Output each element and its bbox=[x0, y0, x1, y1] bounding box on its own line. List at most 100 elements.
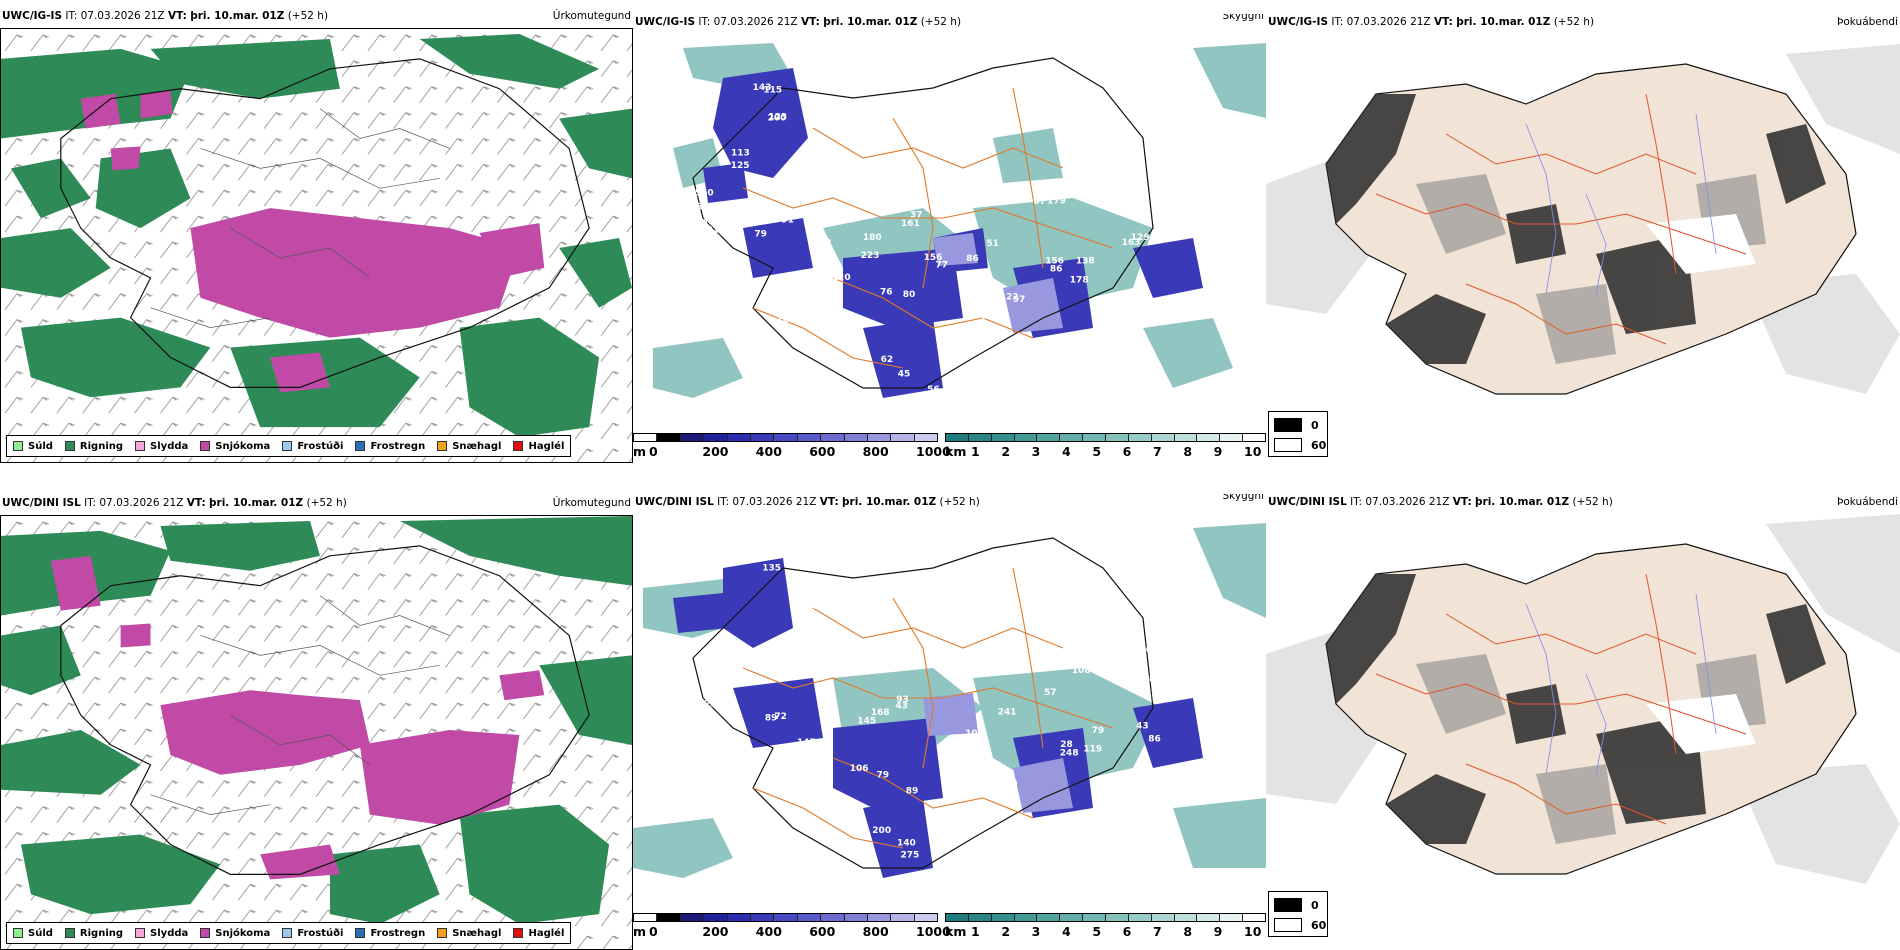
panel-title: Skyggni bbox=[1222, 14, 1265, 22]
colorbar-segment bbox=[634, 434, 658, 441]
precip-type-legend: Súld Rigning Slydda Snjókoma Frostúði Fr… bbox=[6, 435, 572, 457]
model-name: UWC/IG-IS bbox=[635, 16, 696, 28]
precip-map bbox=[0, 515, 633, 950]
swatch bbox=[355, 928, 366, 938]
panel-header: UWC/DINI ISL IT: 07.03.2026 21Z VT: þri.… bbox=[1268, 496, 1898, 508]
init-time: 07.03.2026 21Z bbox=[1365, 496, 1450, 508]
legend-item-slydda: Slydda bbox=[135, 441, 188, 452]
visibility-colorbar-strip bbox=[945, 433, 1266, 442]
visibility-map bbox=[633, 508, 1266, 903]
valid-time: þri. 10.mar. 01Z bbox=[823, 16, 918, 28]
colorbar-tick-label: 1 bbox=[971, 924, 980, 939]
panel-title: Úrkomutegund bbox=[552, 10, 631, 22]
fog-legend-row-0: 0 bbox=[1274, 898, 1319, 912]
colorbar-segment bbox=[1220, 914, 1244, 921]
colorbar-tick-label: 5 bbox=[1092, 924, 1102, 939]
colorbar-segment bbox=[1014, 434, 1038, 441]
colorbar-segment bbox=[844, 434, 868, 441]
legend-item-rigning: Rigning bbox=[64, 928, 123, 939]
colorbar-segment bbox=[891, 914, 915, 921]
snow-depth-colorbar: m 0 200 400 600 800 1000 bbox=[633, 431, 951, 461]
colorbar-segment bbox=[727, 434, 751, 441]
colorbar-segment bbox=[774, 914, 798, 921]
precip-type-panel-bottom: UWC/DINI ISL IT: 07.03.2026 21Z VT: þri.… bbox=[0, 495, 633, 950]
colorbar-tick-label: 2 bbox=[1001, 924, 1011, 939]
colorbar-tick-label: 10 bbox=[1244, 924, 1262, 939]
swatch bbox=[1274, 918, 1302, 932]
colorbar-segment bbox=[1197, 434, 1221, 441]
colorbar-tick-label: 8 bbox=[1183, 444, 1193, 459]
colorbar-tick-label: 400 bbox=[755, 444, 782, 459]
fog-indicator-panel-bottom: UWC/DINI ISL IT: 07.03.2026 21Z VT: þri.… bbox=[1266, 494, 1900, 941]
valid-time: þri. 10.mar. 01Z bbox=[1456, 16, 1551, 28]
colorbar-segment bbox=[1174, 434, 1198, 441]
colorbar-segment bbox=[657, 434, 681, 441]
lead-time: (+52 h) bbox=[287, 10, 329, 22]
lead-time: (+52 h) bbox=[920, 16, 962, 28]
colorbar-tick-label: 1000 bbox=[916, 924, 951, 939]
colorbar-segment bbox=[797, 434, 822, 441]
colorbar-segment bbox=[1083, 434, 1107, 441]
colorbar-segment bbox=[821, 434, 845, 441]
colorbar-tick-label: 5 bbox=[1092, 444, 1102, 459]
colorbar-tick-label: 200 bbox=[702, 444, 729, 459]
colorbar-segment bbox=[867, 434, 892, 441]
model-name: UWC/DINI ISL bbox=[1268, 496, 1347, 508]
colorbar-segment bbox=[1220, 434, 1244, 441]
legend-item-slydda: Slydda bbox=[135, 928, 188, 939]
legend-item-snaehagl: Snæhagl bbox=[437, 441, 501, 452]
colorbar-segment bbox=[1014, 914, 1038, 921]
colorbar-segment bbox=[634, 914, 658, 921]
panel-title: Skyggni bbox=[1222, 494, 1265, 502]
fog-legend-row-0: 0 bbox=[1274, 418, 1319, 432]
fog-legend: 0 60 bbox=[1268, 891, 1328, 937]
colorbar-segment bbox=[991, 434, 1015, 441]
panel-header: UWC/IG-IS IT: 07.03.2026 21Z VT: þri. 10… bbox=[1268, 16, 1898, 28]
snow-depth-unit: m bbox=[633, 444, 647, 459]
colorbar-segment bbox=[1174, 914, 1198, 921]
colorbar-tick-label: 7 bbox=[1153, 924, 1162, 939]
fog-legend: 0 60 bbox=[1268, 411, 1328, 457]
colorbar-tick-label: 600 bbox=[809, 444, 836, 459]
legend-item-sudl: Súld bbox=[13, 928, 53, 939]
colorbar-segment bbox=[867, 914, 892, 921]
visibility-map bbox=[633, 28, 1266, 423]
swatch bbox=[282, 928, 293, 938]
visibility-panel-top: UWC/IG-IS IT: 07.03.2026 21Z VT: þri. 10… bbox=[633, 14, 1266, 461]
colorbar-segment bbox=[891, 434, 915, 441]
init-time: 07.03.2026 21Z bbox=[80, 10, 165, 22]
panel-title: Úrkomutegund bbox=[552, 497, 631, 509]
init-time: 07.03.2026 21Z bbox=[1346, 16, 1431, 28]
panel-header: UWC/DINI ISL IT: 07.03.2026 21Z VT: þri.… bbox=[2, 497, 631, 509]
precip-type-legend: Súld Rigning Slydda Snjókoma Frostúði Fr… bbox=[6, 922, 572, 944]
colorbar-segment bbox=[1243, 434, 1266, 441]
colorbar-segment bbox=[968, 914, 992, 921]
legend-item-snaehagl: Snæhagl bbox=[437, 928, 501, 939]
panel-header: UWC/DINI ISL IT: 07.03.2026 21Z VT: þri.… bbox=[633, 494, 1266, 510]
fog-map bbox=[1266, 34, 1900, 434]
init-time: 07.03.2026 21Z bbox=[713, 16, 798, 28]
swatch bbox=[13, 928, 23, 938]
legend-item-frostregn: Frostregn bbox=[355, 928, 425, 939]
visibility-colorbar: km 1 2 3 4 5 6 7 8 9 10 bbox=[945, 911, 1266, 941]
colorbar-tick-label: 9 bbox=[1213, 924, 1223, 939]
colorbar-segment bbox=[704, 914, 728, 921]
fog-indicator-panel-top: UWC/IG-IS IT: 07.03.2026 21Z VT: þri. 10… bbox=[1266, 14, 1900, 461]
model-name: UWC/IG-IS bbox=[1268, 16, 1329, 28]
colorbar-segment bbox=[844, 914, 868, 921]
snow-depth-colorbar-strip bbox=[633, 913, 938, 922]
colorbar-segment bbox=[991, 914, 1015, 921]
colorbar-tick-label: 200 bbox=[702, 924, 729, 939]
colorbar-segment bbox=[821, 914, 845, 921]
swatch bbox=[13, 441, 23, 451]
swatch bbox=[437, 441, 448, 451]
colorbar-tick-label: 10 bbox=[1244, 444, 1262, 459]
legend-item-rigning: Rigning bbox=[64, 441, 123, 452]
colorbar-segment bbox=[1037, 434, 1061, 441]
colorbar-tick-label: 4 bbox=[1062, 444, 1071, 459]
legend-item-frostudi: Frostúði bbox=[282, 928, 343, 939]
swatch bbox=[200, 928, 211, 938]
colorbar-segment bbox=[704, 434, 728, 441]
colorbar-tick-label: 7 bbox=[1153, 444, 1162, 459]
swatch bbox=[513, 441, 524, 451]
